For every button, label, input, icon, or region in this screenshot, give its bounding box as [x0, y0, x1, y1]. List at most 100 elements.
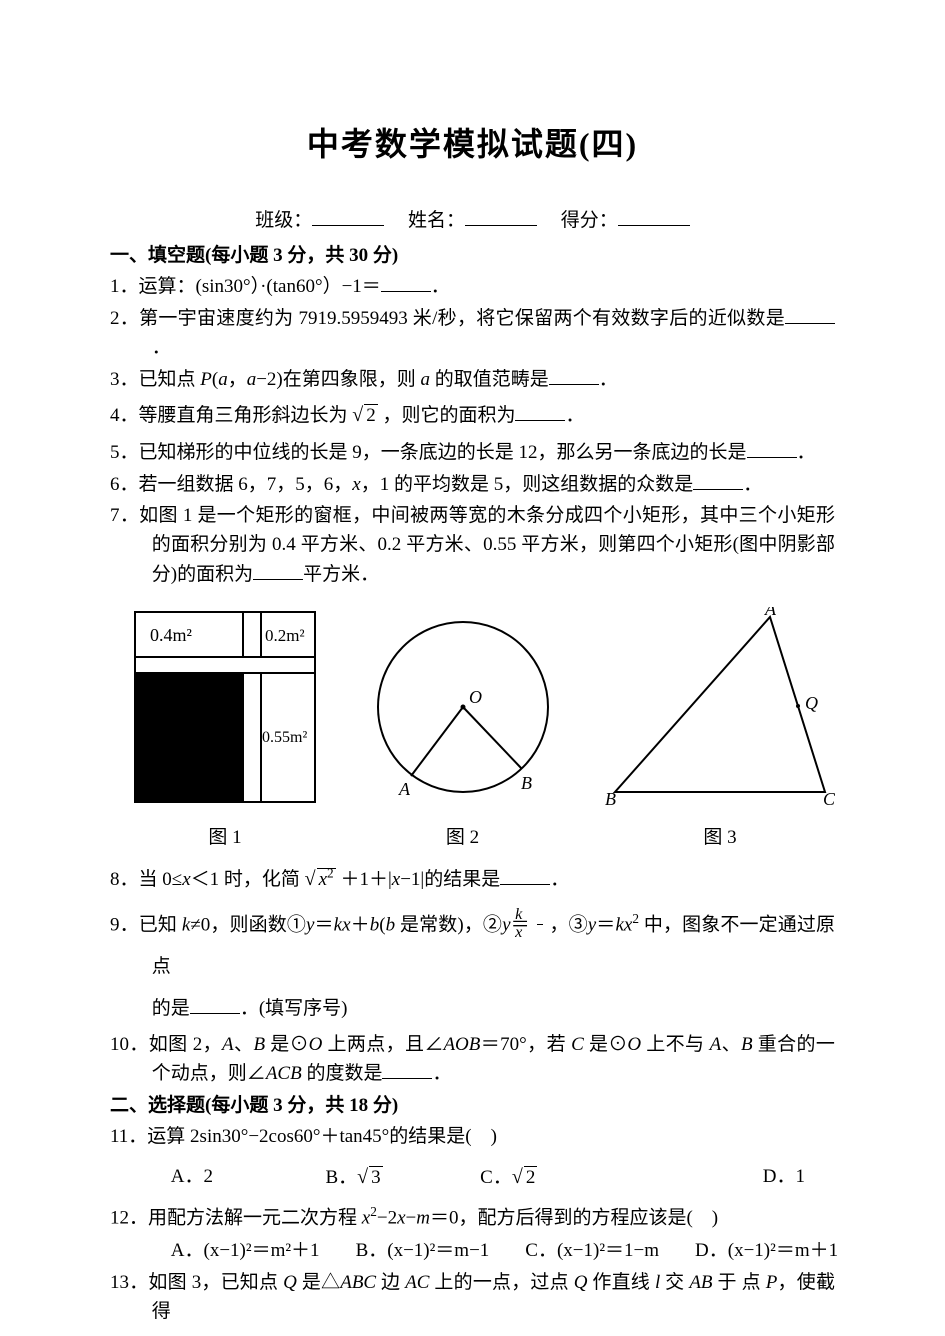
q2-blank: [785, 304, 835, 324]
fig2-A: A: [398, 779, 411, 799]
q8-end: ．: [550, 869, 569, 890]
q10-blank: [382, 1059, 432, 1079]
q1-end: ．: [431, 276, 450, 297]
q3-t1: 3．已知点: [110, 369, 200, 390]
question-11-options: A．2 B．√3 C．√2 D．1: [171, 1156, 835, 1200]
q10-t8: 、: [721, 1034, 741, 1055]
fig1-tr-label: 0.2m²: [265, 626, 305, 645]
q4-radicand: 2: [364, 404, 378, 426]
question-2: 2．第一宇宙速度约为 7919.5959493 米/秒，将它保留两个有效数字后的…: [110, 304, 835, 363]
question-4: 4．等腰直角三角形斜边长为 √2 ，则它的面积为．: [110, 396, 835, 436]
q7-blank: [253, 560, 303, 580]
q12-t1: 12．用配方法解一元二次方程: [110, 1207, 362, 1228]
q13-t5: 作直线: [587, 1272, 654, 1293]
q10-t3: 是⊙: [265, 1034, 309, 1055]
score-blank: [618, 206, 690, 226]
q10-end: ．: [432, 1063, 451, 1084]
q9-fraction: kx: [537, 907, 543, 940]
q12-opt-d: D．(x−1)²＝m＋1: [695, 1236, 838, 1265]
figures-row: 0.4m² 0.2m² 0.55m² 图 1: [130, 607, 835, 852]
question-3: 3．已知点 P(a，a−2)在第四象限，则 a 的取值范畴是．: [110, 365, 835, 394]
q9-t3: ＝: [314, 914, 333, 935]
figure-3-label: 图 3: [605, 823, 835, 852]
q11-text: 11．运算 2sin30°−2cos60°＋tan45°的结果是( ): [110, 1126, 497, 1147]
question-13: 13．如图 3，已知点 Q 是△ABC 边 AC 上的一点，过点 Q 作直线 l…: [110, 1268, 835, 1327]
fig3-C: C: [823, 789, 835, 807]
q12-t4: ＝0，配方后得到的方程应该是( ): [430, 1207, 718, 1228]
q6-blank: [693, 470, 743, 490]
fig1-tl-label: 0.4m²: [150, 625, 192, 645]
fig2-O: O: [469, 687, 482, 707]
q2-text: 2．第一宇宙速度约为 7919.5959493 米/秒，将它保留两个有效数字后的…: [110, 308, 785, 329]
question-5: 5．已知梯形的中位线的长是 9，一条底边的长是 12，那么另一条底边的长是．: [110, 438, 835, 467]
q8-t3: ＋1＋|: [340, 869, 391, 890]
q9-t2: ≠0，则函数①: [190, 914, 306, 935]
q1-blank: [381, 272, 431, 292]
q4-t1: 4．等腰直角三角形斜边长为: [110, 405, 348, 426]
q6-t1: 6．若一组数据 6，7，5，6，: [110, 474, 352, 495]
class-blank: [312, 206, 384, 226]
q3-t4: −2)在第四象限，则: [256, 369, 420, 390]
q10-t10: 的度数是: [302, 1063, 383, 1084]
fig3-B: B: [605, 789, 616, 807]
q9-frac-den: x: [537, 925, 543, 941]
q6-t2: ，1 的平均数是 5，则这组数据的众数是: [361, 474, 694, 495]
q1-text: 1．运算：(sin30°）·(tan60°）−1＝: [110, 276, 381, 297]
question-6: 6．若一组数据 6，7，5，6，x，1 的平均数是 5，则这组数据的众数是．: [110, 470, 835, 499]
figure-1: 0.4m² 0.2m² 0.55m² 图 1: [130, 607, 320, 852]
q9-t8: ，③: [550, 914, 588, 935]
q7-end: 平方米．: [303, 564, 379, 585]
q11-c-rad: 2: [524, 1166, 538, 1188]
q9-t9: ＝: [596, 914, 615, 935]
q10-t2: 、: [234, 1034, 254, 1055]
q11-b-pre: B．: [325, 1167, 357, 1188]
q5-t1: 5．已知梯形的中位线的长是 9，一条底边的长是 12，那么另一条底边的长是: [110, 442, 747, 463]
q8-t4: −1|的结果是: [400, 869, 500, 890]
q9-t1: 9．已知: [110, 914, 182, 935]
q3-end: ．: [599, 369, 618, 390]
q6-end: ．: [743, 474, 762, 495]
q13-t2: 是△: [297, 1272, 340, 1293]
q10-t5: ＝70°，若: [480, 1034, 571, 1055]
q12-t2: −2: [377, 1207, 397, 1228]
q9-blank: [190, 994, 240, 1014]
q13-t4: 上的一点，过点: [429, 1272, 573, 1293]
q4-end: ．: [565, 405, 584, 426]
name-label: 姓名：: [408, 210, 465, 231]
question-7: 7．如图 1 是一个矩形的窗框，中间被两等宽的木条分成四个小矩形，其中三个小矩形…: [110, 501, 835, 589]
fig1-br-label: 0.55m²: [262, 729, 307, 746]
figure-2-svg: O A B: [363, 607, 563, 807]
q11-c-pre: C．: [480, 1167, 512, 1188]
q4-blank: [515, 401, 565, 421]
q13-t7: 于 点: [713, 1272, 766, 1293]
q11-opt-d: D．1: [588, 1156, 835, 1200]
section-2-heading: 二、选择题(每小题 3 分，共 18 分): [110, 1091, 835, 1120]
q3-blank: [549, 365, 599, 385]
question-12: 12．用配方法解一元二次方程 x2−2x−m＝0，配方后得到的方程应该是( ): [110, 1202, 835, 1233]
figure-2-label: 图 2: [363, 823, 563, 852]
q13-t1: 13．如图 3，已知点: [110, 1272, 283, 1293]
question-11: 11．运算 2sin30°−2cos60°＋tan45°的结果是( ): [110, 1122, 835, 1151]
q12-opt-c: C．(x−1)²＝1−m: [525, 1236, 659, 1265]
question-8: 8．当 0≤x＜1 时，化简 √x2 ＋1＋|x−1|的结果是．: [110, 858, 835, 902]
q9-t4: ＋: [351, 914, 370, 935]
q7-t1: 7．如图 1 是一个矩形的窗框，中间被两等宽的木条分成四个小矩形，其中三个小矩形…: [110, 505, 835, 585]
q10-t6: 是⊙: [584, 1034, 628, 1055]
q12-t3: −: [406, 1207, 417, 1228]
q11-opt-b: B．√3: [325, 1156, 480, 1200]
q9-t6: 是常数)，②: [395, 914, 502, 935]
q12-opt-b: B．(x−1)²＝m−1: [356, 1236, 490, 1265]
q8-blank: [500, 865, 550, 885]
class-label: 班级：: [255, 210, 312, 231]
q2-end: ．: [152, 337, 171, 358]
q11-b-rad: 3: [369, 1166, 383, 1188]
fig3-A: A: [764, 607, 777, 619]
name-blank: [465, 206, 537, 226]
q13-t6: 交: [660, 1272, 689, 1293]
q10-t1: 10．如图 2，: [110, 1034, 222, 1055]
question-1: 1．运算：(sin30°）·(tan60°）−1＝ ．: [110, 272, 835, 301]
figure-1-label: 图 1: [130, 823, 320, 852]
q11-opt-c: C．√2: [480, 1156, 588, 1200]
q11-opt-a: A．2: [171, 1156, 326, 1200]
figure-3: A B C Q 图 3: [605, 607, 835, 852]
